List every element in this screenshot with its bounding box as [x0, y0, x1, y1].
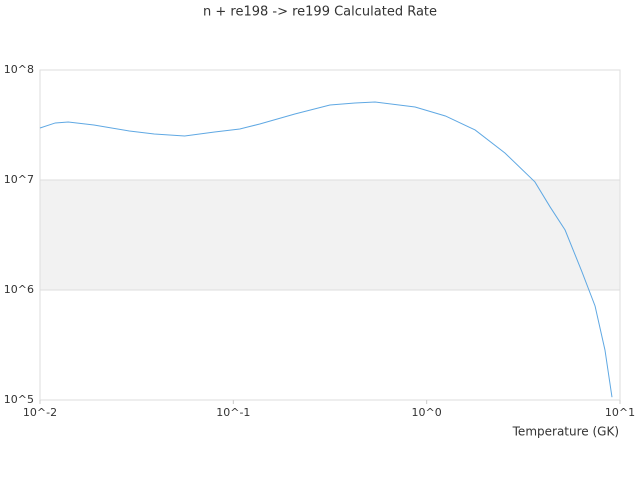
y-tick-label: 10^8: [4, 63, 34, 76]
x-axis-label: Temperature (GK): [512, 425, 619, 439]
data-line: [39, 101, 613, 398]
y-tick-label: 10^6: [4, 283, 34, 296]
y-tick-label: 10^7: [4, 173, 34, 186]
y-tick-label: 10^5: [4, 393, 34, 406]
x-tick-label: 10^-1: [216, 406, 250, 419]
chart-title: n + re198 -> re199 Calculated Rate: [203, 5, 437, 20]
x-tick-label: 10^0: [412, 406, 442, 419]
x-tick-label: 10^-2: [23, 406, 57, 419]
x-tick-label: 10^1: [605, 406, 635, 419]
plot-band: [40, 180, 620, 290]
